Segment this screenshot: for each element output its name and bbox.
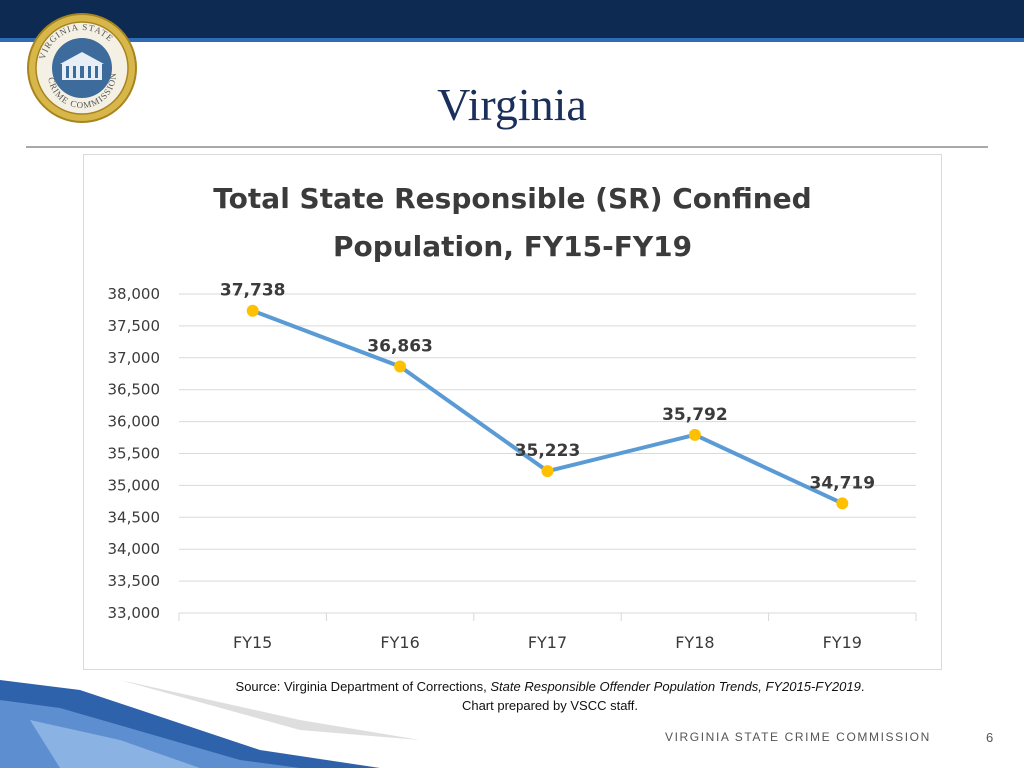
x-tick-label: FY18 [675,633,714,652]
y-tick-label: 35,500 [108,445,161,463]
chart-frame: Total State Responsible (SR) Confined Po… [83,154,942,670]
y-tick-label: 34,500 [108,508,161,526]
data-point [688,428,701,441]
data-label: 36,863 [367,337,433,357]
data-label: 37,738 [220,281,286,301]
y-tick-label: 38,000 [108,285,161,303]
data-label: 35,223 [515,441,581,461]
chart-title: Total State Responsible (SR) Confined Po… [84,175,941,271]
y-tick-label: 35,000 [108,476,161,494]
data-point [394,360,407,373]
crime-commission-seal-logo: VIRGINIA STATE CRIME COMMISSION [27,13,137,123]
slide-title: Virginia [437,79,587,130]
decorative-swoosh [0,680,420,768]
y-tick-label: 36,500 [108,381,161,399]
data-point [836,497,849,510]
title-divider [26,146,988,148]
line-chart: 33,000 33,500 34,000 34,500 35,000 35,500 36,0… [108,281,917,652]
source-prefix: Source: Virginia Department of Correctio… [235,679,491,694]
source-report-title: State Responsible Offender Population Tr… [490,679,861,694]
y-tick-label: 37,500 [108,317,161,335]
data-label: 35,792 [662,405,728,425]
y-tick-label: 36,000 [108,413,161,431]
y-tick-label: 34,000 [108,540,161,558]
source-note: Source: Virginia Department of Correctio… [160,677,940,715]
source-line-2: Chart prepared by VSCC staff. [461,698,639,713]
x-tick-label: FY17 [528,633,567,652]
y-tick-label: 33,000 [108,604,161,622]
x-tick-label: FY15 [233,633,272,652]
chart-title-line-2: Population, FY15-FY19 [332,230,693,263]
x-tick-label: FY16 [380,633,419,652]
header-bar [0,0,1024,42]
page-number: 6 [986,730,994,745]
y-tick-label: 37,000 [108,349,161,367]
x-tick-label: FY19 [823,633,862,652]
y-tick-label: 33,500 [108,572,161,590]
data-point [541,465,554,478]
source-suffix: . [860,679,865,694]
chart-title-line-1: Total State Responsible (SR) Confined [213,182,812,215]
data-point [246,304,259,317]
data-label: 34,719 [809,473,875,493]
footer-organization: VIRGINIA STATE CRIME COMMISSION [665,730,931,744]
